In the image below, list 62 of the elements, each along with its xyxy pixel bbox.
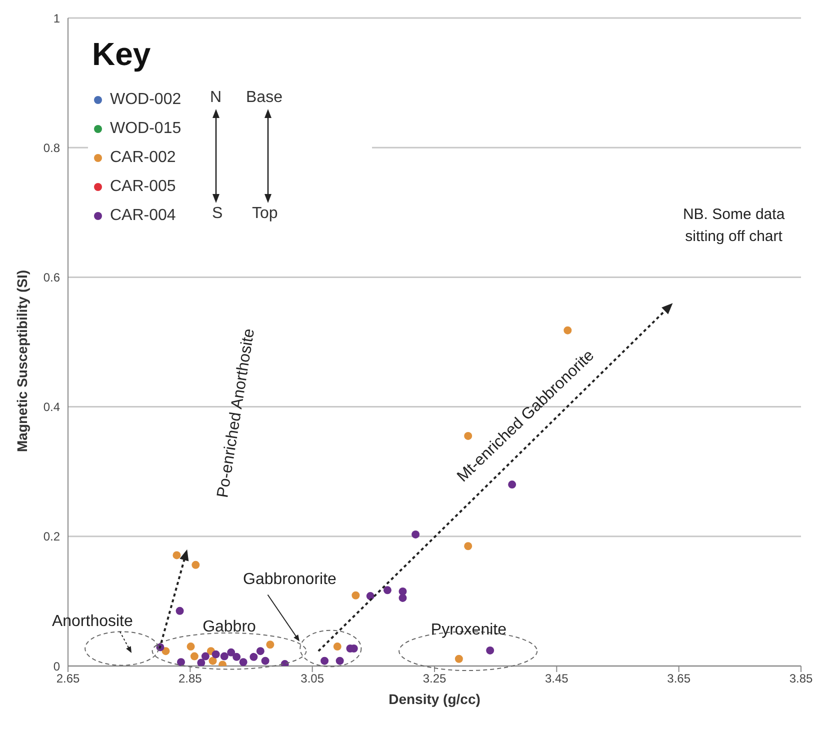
legend-label: WOD-015: [110, 120, 182, 138]
point: [190, 652, 198, 660]
point: [201, 652, 210, 660]
legend-title: Key: [92, 36, 152, 73]
point: [486, 646, 494, 654]
y-tick-label: 0.6: [43, 270, 60, 284]
legend-label: WOD-002: [110, 90, 182, 108]
point: [250, 652, 258, 661]
point: [412, 530, 420, 538]
annotation: Po-enriched Anorthosite: [214, 327, 258, 499]
annotation: Top: [252, 205, 278, 223]
y-tick-label: 0.2: [43, 530, 60, 544]
point: [212, 650, 220, 658]
point: [564, 326, 572, 334]
x-tick-label: 3.25: [422, 672, 446, 686]
point: [261, 656, 270, 665]
y-tick-label: 0.4: [43, 400, 60, 414]
point: [320, 656, 329, 665]
point: [208, 656, 217, 665]
point: [192, 560, 200, 569]
x-tick-label: 3.65: [667, 672, 691, 686]
annotation: N: [210, 89, 222, 107]
point: [333, 642, 342, 651]
legend-label: CAR-004: [110, 206, 176, 224]
point: [197, 658, 206, 666]
point: [177, 658, 186, 666]
legend-label: CAR-005: [110, 178, 176, 196]
point: [454, 654, 463, 663]
x-axis-title: Density (g/cc): [388, 691, 480, 707]
point: [186, 642, 195, 651]
annotation: NB. Some data sitting off chart: [682, 206, 786, 245]
x-tick-label: 2.65: [56, 672, 80, 686]
point: [220, 652, 228, 660]
point: [266, 640, 274, 649]
point: [366, 592, 374, 600]
y-tick-label: 1: [53, 11, 60, 26]
annotation: Gabbro: [202, 618, 256, 636]
x-tick-label: 2.85: [178, 672, 202, 686]
y-axis-title: Magnetic Susceptibility (SI): [14, 270, 30, 452]
x-tick-label: 3.45: [544, 672, 569, 686]
point: [464, 542, 472, 550]
point: [172, 551, 181, 560]
point: [383, 586, 392, 594]
point: [176, 606, 184, 615]
point: [239, 658, 248, 666]
point: [398, 594, 407, 602]
y-tick-label: 0: [53, 659, 60, 674]
annotation: Pyroxenite: [430, 622, 507, 639]
legend-label: CAR-002: [110, 148, 176, 166]
point: [232, 652, 241, 661]
point: [227, 648, 236, 656]
annotation: S: [212, 205, 223, 223]
annotation: Anorthosite: [52, 613, 134, 630]
point: [256, 647, 264, 656]
point: [336, 656, 344, 665]
x-tick-label: 3.05: [300, 672, 324, 686]
point: [162, 647, 170, 656]
annotation: Gabbronorite: [243, 571, 337, 588]
point: [352, 591, 360, 600]
y-tick-label: 0.8: [43, 140, 60, 155]
annotation: Base: [246, 89, 282, 107]
x-tick-label: 3.85: [789, 672, 813, 686]
